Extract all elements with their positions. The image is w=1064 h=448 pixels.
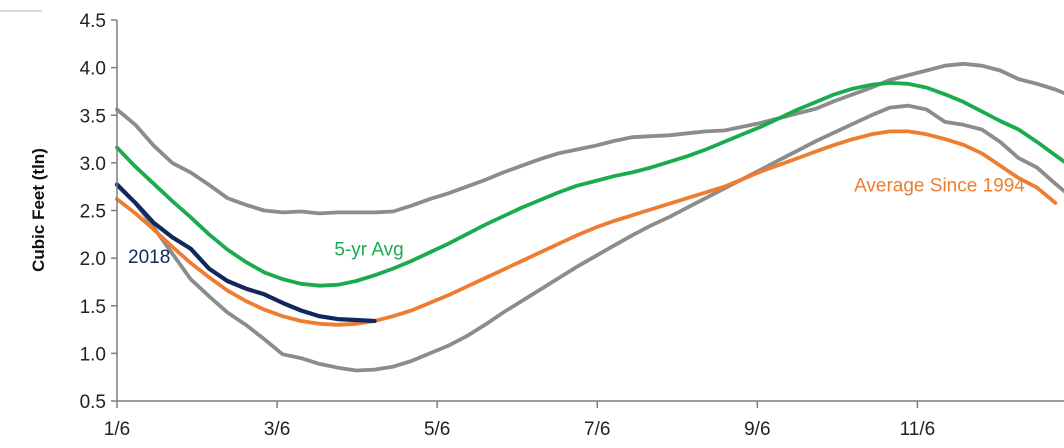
series-annotation: 2018 (128, 247, 170, 268)
y-tick-label: 3.0 (80, 154, 106, 175)
y-tick-label: 2.5 (80, 202, 106, 223)
series-line-y2018 (114, 182, 377, 324)
x-tick-label: 3/6 (264, 419, 290, 440)
series-lines (114, 61, 1064, 373)
series-annotation: 5-yr Avg (334, 239, 403, 260)
series-annotation: Average Since 1994 (854, 175, 1025, 196)
x-tick-label: 9/6 (744, 419, 770, 440)
x-tick-label: 7/6 (584, 419, 610, 440)
x-tick-label: 11/6 (900, 419, 936, 440)
x-tick-label: 5/6 (424, 419, 450, 440)
axes: 0.5 1.0 1.5 2.0 2.5 3.0 3.5 4.0 4.5 1/6 3/6 5/6 7/6 9… (80, 11, 1064, 440)
series-line-avg1994 (115, 129, 1058, 327)
series-line-max (115, 61, 1064, 216)
y-tick-label: 4.0 (80, 59, 106, 80)
x-tick-label: 1/6 (104, 419, 130, 440)
y-tick-label: 1.0 (80, 344, 106, 365)
series-annotations: 5-yr Avg Average Since 1994 2018 (128, 175, 1025, 267)
y-tick-label: 1.5 (80, 297, 106, 318)
y-tick-label: 4.5 (80, 11, 106, 32)
y-tick-label: 2.0 (80, 249, 106, 270)
y-tick-label: 0.5 (80, 392, 106, 413)
series-line-min (115, 103, 1064, 373)
y-tick-label: 3.5 (80, 106, 106, 127)
y-axis-title: Cubic Feet (tln) (29, 148, 48, 272)
series-line-avg5 (115, 81, 1064, 288)
